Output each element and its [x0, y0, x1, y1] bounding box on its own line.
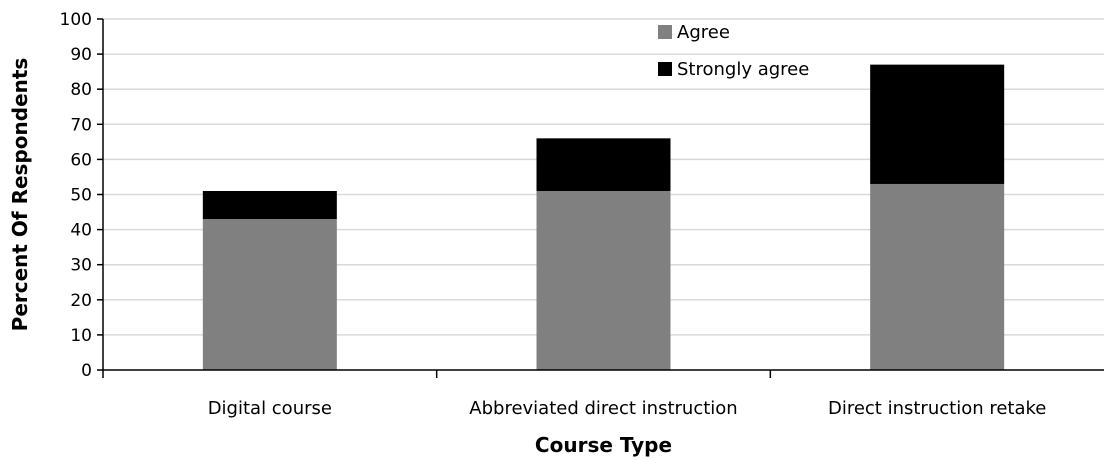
bar-strongly-agree-2	[536, 138, 671, 191]
bar-agree-1	[202, 219, 337, 370]
bar-strongly-agree-3	[870, 64, 1005, 184]
x-category-label: Digital course	[208, 398, 332, 419]
bar-agree-3	[870, 183, 1005, 370]
legend-swatch-strongly-agree	[658, 62, 672, 76]
y-axis-title: Percent Of Respondents	[8, 58, 32, 332]
legend-label-strongly-agree: Strongly agree	[677, 59, 809, 80]
y-tick-labels: 0 10 20 30 40 50 60 70 80 90 100	[60, 10, 92, 381]
y-tick-label: 70	[70, 115, 92, 135]
y-tick-label: 80	[70, 80, 92, 100]
legend-label-agree: Agree	[677, 22, 730, 43]
legend: Agree Strongly agree	[658, 22, 809, 80]
legend-swatch-agree	[658, 25, 672, 39]
x-axis-title: Course Type	[535, 433, 672, 457]
y-tick-label: 0	[81, 361, 92, 381]
y-tick-label: 10	[70, 326, 92, 346]
y-tick-label: 40	[70, 221, 92, 241]
axes	[97, 18, 1104, 378]
y-tick-label: 20	[70, 291, 92, 311]
bar-strongly-agree-1	[202, 190, 337, 220]
bar-agree-2	[536, 190, 671, 370]
y-tick-label: 90	[70, 45, 92, 65]
x-category-labels: Digital course Abbreviated direct instruc…	[208, 398, 1047, 419]
x-category-label: Direct instruction retake	[828, 398, 1046, 419]
y-tick-label: 50	[70, 186, 92, 206]
bars	[202, 64, 1005, 370]
y-tick-label: 100	[60, 10, 92, 30]
x-category-label: Abbreviated direct instruction	[469, 398, 737, 419]
y-tick-label: 30	[70, 256, 92, 276]
y-tick-label: 60	[70, 150, 92, 170]
